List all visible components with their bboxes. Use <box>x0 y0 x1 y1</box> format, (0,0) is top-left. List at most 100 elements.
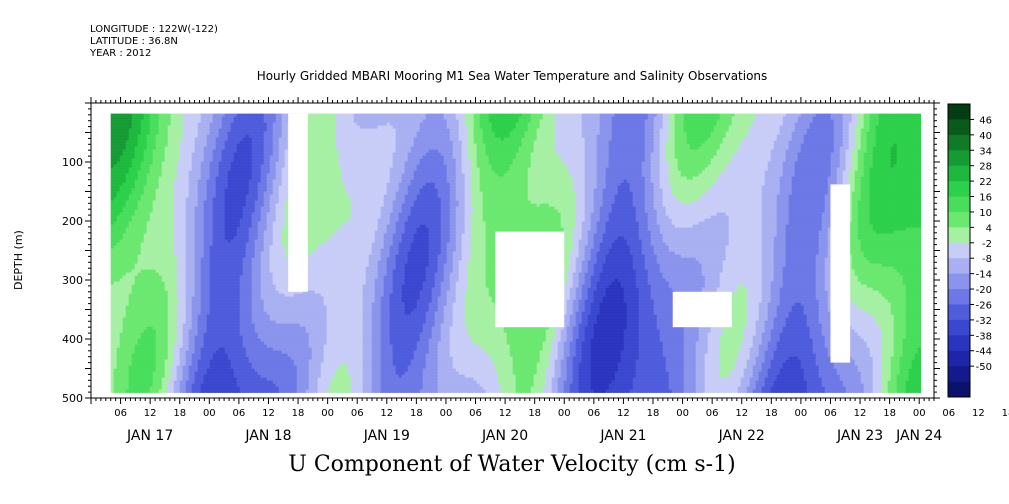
heatmap-cell <box>132 189 135 192</box>
heatmap-cell <box>213 147 216 150</box>
heatmap-cell <box>135 300 138 303</box>
heatmap-cell <box>141 228 144 231</box>
heatmap-cell <box>144 171 147 174</box>
heatmap-cell <box>186 177 189 180</box>
heatmap-cell <box>195 228 198 231</box>
heatmap-cell <box>246 285 249 288</box>
heatmap-cell <box>255 207 258 210</box>
heatmap-cell <box>135 309 138 312</box>
heatmap-cell <box>165 264 168 267</box>
heatmap-cell <box>141 333 144 336</box>
heatmap-cell <box>111 258 114 261</box>
heatmap-cell <box>171 231 174 234</box>
heatmap-cell <box>180 216 183 219</box>
heatmap-cell <box>201 120 204 123</box>
heatmap-cell <box>183 222 186 225</box>
heatmap-cell <box>246 342 249 345</box>
heatmap-cell <box>165 204 168 207</box>
heatmap-cell <box>183 132 186 135</box>
heatmap-cell <box>162 303 165 306</box>
heatmap-cell <box>129 387 132 390</box>
heatmap-cell <box>153 345 156 348</box>
heatmap-cell <box>174 147 177 150</box>
heatmap-cell <box>117 162 120 165</box>
heatmap-cell <box>222 171 225 174</box>
heatmap-cell <box>114 138 117 141</box>
heatmap-cell <box>189 165 192 168</box>
heatmap-cell <box>225 291 228 294</box>
heatmap-cell <box>189 144 192 147</box>
heatmap-cell <box>231 273 234 276</box>
heatmap-cell <box>144 372 147 375</box>
heatmap-cell <box>129 174 132 177</box>
heatmap-cell <box>264 384 267 387</box>
heatmap-cell <box>246 360 249 363</box>
heatmap-cell <box>210 330 213 333</box>
heatmap-cell <box>144 237 147 240</box>
heatmap-cell <box>252 381 255 384</box>
heatmap-cell <box>195 216 198 219</box>
heatmap-cell <box>117 249 120 252</box>
heatmap-cell <box>234 120 237 123</box>
heatmap-cell <box>246 237 249 240</box>
heatmap-cell <box>177 378 180 381</box>
heatmap-cell <box>207 234 210 237</box>
heatmap-cell <box>138 216 141 219</box>
heatmap-cell <box>114 252 117 255</box>
heatmap-cell <box>123 345 126 348</box>
heatmap-cell <box>183 291 186 294</box>
heatmap-cell <box>138 384 141 387</box>
heatmap-cell <box>231 363 234 366</box>
heatmap-cell <box>141 120 144 123</box>
heatmap-cell <box>180 168 183 171</box>
heatmap-cell <box>201 357 204 360</box>
heatmap-cell <box>159 279 162 282</box>
heatmap-cell <box>150 213 153 216</box>
heatmap-cell <box>261 141 264 144</box>
heatmap-cell <box>225 267 228 270</box>
heatmap-cell <box>264 222 267 225</box>
heatmap-cell <box>117 345 120 348</box>
heatmap-cell <box>147 321 150 324</box>
heatmap-cell <box>195 159 198 162</box>
heatmap-cell <box>195 114 198 117</box>
heatmap-cell <box>201 177 204 180</box>
heatmap-cell <box>240 291 243 294</box>
heatmap-cell <box>222 303 225 306</box>
heatmap-cell <box>183 276 186 279</box>
heatmap-cell <box>261 249 264 252</box>
heatmap-cell <box>117 177 120 180</box>
heatmap-cell <box>210 162 213 165</box>
heatmap-cell <box>156 318 159 321</box>
heatmap-cell <box>129 123 132 126</box>
heatmap-cell <box>192 321 195 324</box>
heatmap-cell <box>147 336 150 339</box>
heatmap-cell <box>135 357 138 360</box>
heatmap-cell <box>210 129 213 132</box>
heatmap-cell <box>192 225 195 228</box>
heatmap-cell <box>114 168 117 171</box>
heatmap-cell <box>171 165 174 168</box>
heatmap-cell <box>174 291 177 294</box>
heatmap-cell <box>120 279 123 282</box>
heatmap-cell <box>156 168 159 171</box>
heatmap-cell <box>153 138 156 141</box>
heatmap-cell <box>201 222 204 225</box>
heatmap-cell <box>225 381 228 384</box>
heatmap-cell <box>132 315 135 318</box>
heatmap-cell <box>204 375 207 378</box>
heatmap-cell <box>246 258 249 261</box>
heatmap-cell <box>252 327 255 330</box>
heatmap-cell <box>234 225 237 228</box>
heatmap-cell <box>165 231 168 234</box>
heatmap-cell <box>159 321 162 324</box>
heatmap-cell <box>174 129 177 132</box>
heatmap-cell <box>255 303 258 306</box>
heatmap-cell <box>156 207 159 210</box>
heatmap-cell <box>189 246 192 249</box>
heatmap-cell <box>255 168 258 171</box>
heatmap-cell <box>192 219 195 222</box>
heatmap-cell <box>246 354 249 357</box>
heatmap-cell <box>267 222 270 225</box>
heatmap-cell <box>114 204 117 207</box>
